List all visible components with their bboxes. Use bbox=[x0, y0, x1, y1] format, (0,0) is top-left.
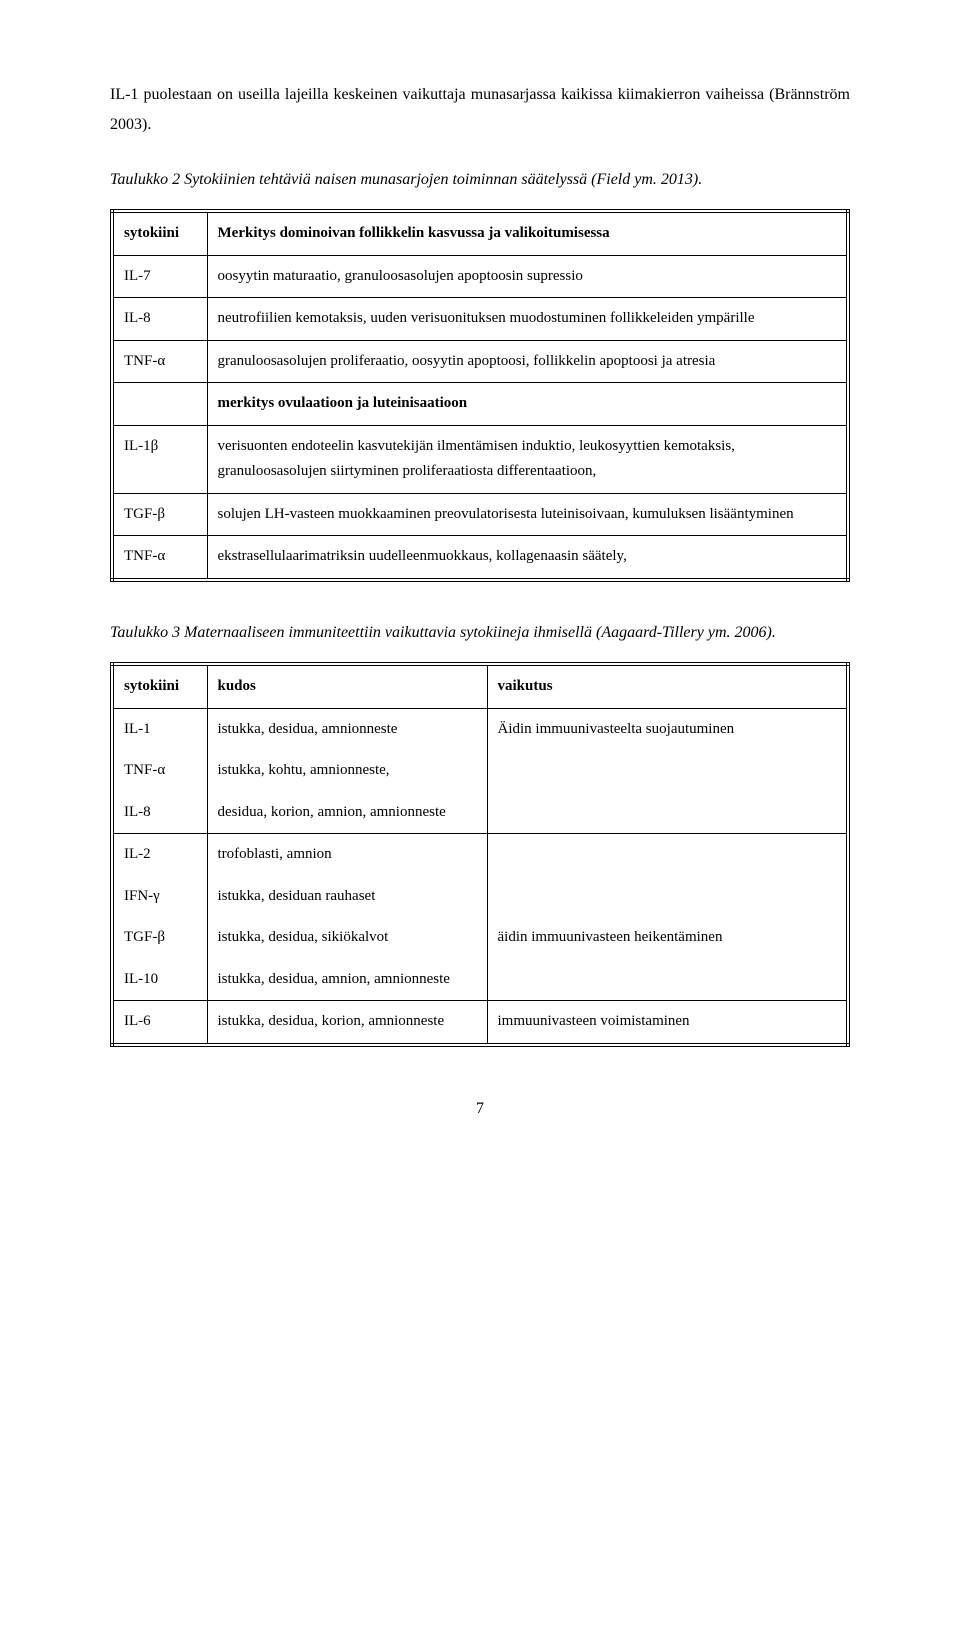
t3-cell: IL-10 bbox=[112, 959, 207, 1001]
t3-cell: IFN-γ bbox=[112, 876, 207, 918]
table-row: TNF-α granuloosasolujen proliferaatio, o… bbox=[112, 340, 848, 383]
t3-cell: IL-8 bbox=[112, 792, 207, 834]
table-row: IL-1 istukka, desidua, amnionneste Äidin… bbox=[112, 708, 848, 750]
t3-header-kudos: kudos bbox=[207, 664, 487, 708]
t3-cell: istukka, desidua, korion, amnionneste bbox=[207, 1001, 487, 1045]
t3-cell: desidua, korion, amnion, amnionneste bbox=[207, 792, 487, 834]
t3-cell: istukka, desidua, amnion, amnionneste bbox=[207, 959, 487, 1001]
t3-cell: TGF-β bbox=[112, 917, 207, 959]
t3-header-sytokiini: sytokiini bbox=[112, 664, 207, 708]
t2-cell: IL-1β bbox=[112, 425, 207, 493]
t2-header-merkitys: Merkitys dominoivan follikkelin kasvussa… bbox=[207, 211, 848, 255]
table-row: merkitys ovulaatioon ja luteinisaatioon bbox=[112, 383, 848, 426]
t2-header-sytokiini: sytokiini bbox=[112, 211, 207, 255]
table-row: IL-1β verisuonten endoteelin kasvutekijä… bbox=[112, 425, 848, 493]
t3-cell-vaikutus: Äidin immuunivasteelta suojautuminen bbox=[487, 708, 848, 834]
table-row: sytokiini Merkitys dominoivan follikkeli… bbox=[112, 211, 848, 255]
t2-cell: solujen LH-vasteen muokkaaminen preovula… bbox=[207, 493, 848, 536]
t3-cell: istukka, desidua, amnionneste bbox=[207, 708, 487, 750]
table-2: sytokiini Merkitys dominoivan follikkeli… bbox=[110, 209, 850, 582]
t3-cell: TNF-α bbox=[112, 750, 207, 792]
t2-section-header: merkitys ovulaatioon ja luteinisaatioon bbox=[207, 383, 848, 426]
table-3: sytokiini kudos vaikutus IL-1 istukka, d… bbox=[110, 662, 850, 1047]
t2-cell: TNF-α bbox=[112, 536, 207, 580]
table-row: TNF-α ekstrasellulaarimatriksin uudellee… bbox=[112, 536, 848, 580]
t3-cell-vaikutus: immuunivasteen voimistaminen bbox=[487, 1001, 848, 1045]
table-row: IL-7 oosyytin maturaatio, granuloosasolu… bbox=[112, 255, 848, 298]
t2-cell: ekstrasellulaarimatriksin uudelleenmuokk… bbox=[207, 536, 848, 580]
table-row: TGF-β solujen LH-vasteen muokkaaminen pr… bbox=[112, 493, 848, 536]
table3-caption: Taulukko 3 Maternaaliseen immuniteettiin… bbox=[110, 618, 850, 648]
t2-cell: verisuonten endoteelin kasvutekijän ilme… bbox=[207, 425, 848, 493]
t2-cell: neutrofiilien kemotaksis, uuden verisuon… bbox=[207, 298, 848, 341]
t2-cell-empty bbox=[112, 383, 207, 426]
table-row: sytokiini kudos vaikutus bbox=[112, 664, 848, 708]
t3-header-vaikutus: vaikutus bbox=[487, 664, 848, 708]
t3-cell: trofoblasti, amnion bbox=[207, 834, 487, 876]
t3-cell: IL-6 bbox=[112, 1001, 207, 1045]
t3-cell: istukka, desiduan rauhaset bbox=[207, 876, 487, 918]
table-row: IL-8 neutrofiilien kemotaksis, uuden ver… bbox=[112, 298, 848, 341]
t2-cell: oosyytin maturaatio, granuloosasolujen a… bbox=[207, 255, 848, 298]
t2-cell: granuloosasolujen proliferaatio, oosyyti… bbox=[207, 340, 848, 383]
t2-cell: IL-8 bbox=[112, 298, 207, 341]
t3-cell: istukka, desidua, sikiökalvot bbox=[207, 917, 487, 959]
t2-cell: TNF-α bbox=[112, 340, 207, 383]
t3-cell-vaikutus: äidin immuunivasteen heikentäminen bbox=[487, 917, 848, 1001]
table-row: IL-6 istukka, desidua, korion, amnionnes… bbox=[112, 1001, 848, 1045]
table-row: IL-2 trofoblasti, amnion bbox=[112, 834, 848, 876]
t2-cell: TGF-β bbox=[112, 493, 207, 536]
intro-paragraph: IL-1 puolestaan on useilla lajeilla kesk… bbox=[110, 80, 850, 141]
page-number: 7 bbox=[110, 1097, 850, 1121]
table-row: TGF-β istukka, desidua, sikiökalvot äidi… bbox=[112, 917, 848, 959]
t3-cell-empty bbox=[487, 834, 848, 918]
t2-cell: IL-7 bbox=[112, 255, 207, 298]
t3-cell: istukka, kohtu, amnionneste, bbox=[207, 750, 487, 792]
t3-cell: IL-2 bbox=[112, 834, 207, 876]
table2-caption: Taulukko 2 Sytokiinien tehtäviä naisen m… bbox=[110, 165, 850, 195]
t3-cell: IL-1 bbox=[112, 708, 207, 750]
